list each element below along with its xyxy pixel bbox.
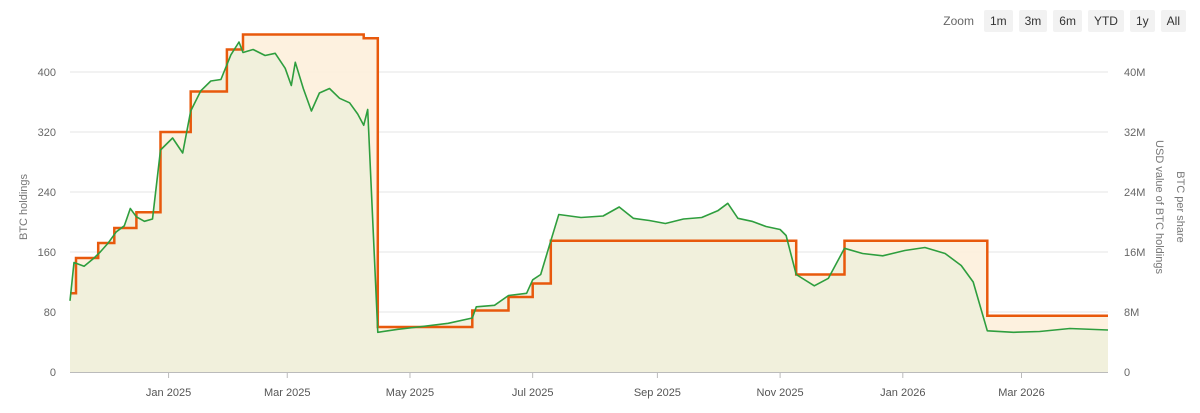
usd-value-line [69, 41, 1109, 334]
y-left-tick-label: 80 [44, 307, 56, 319]
x-tick-label: May 2025 [386, 387, 434, 399]
x-tick-label: Sep 2025 [634, 387, 681, 399]
x-tick-label: Mar 2025 [264, 387, 310, 399]
y-left-tick-label: 160 [38, 247, 56, 259]
zoom-6m-button[interactable]: 6m [1053, 10, 1082, 32]
x-tick-label: Nov 2025 [757, 387, 804, 399]
zoom-1m-button[interactable]: 1m [983, 10, 1013, 32]
y-right-tick-label: 40M [1124, 67, 1145, 79]
y-right-tick-label: 24M [1124, 187, 1145, 199]
zoom-1y-button[interactable]: 1y [1129, 10, 1155, 32]
zoom-bar: Zoom 1m 3m 6m YTD 1y All [943, 10, 1186, 32]
zoom-all-button[interactable]: All [1160, 10, 1186, 32]
x-tick-label: Jan 2025 [146, 387, 191, 399]
y-right-axis-title-2: BTC per share [1174, 171, 1186, 243]
zoom-3m-button[interactable]: 3m [1018, 10, 1048, 32]
y-left-axis-title: BTC holdings [18, 173, 30, 240]
zoom-ytd-button[interactable]: YTD [1087, 10, 1124, 32]
y-left-tick-label: 240 [38, 187, 56, 199]
y-left-tick-label: 0 [50, 367, 56, 379]
y-left-tick-label: 320 [38, 127, 56, 139]
y-right-tick-label: 16M [1124, 247, 1145, 259]
y-right-axis-title-1: USD value of BTC holdings [1153, 140, 1165, 274]
zoom-label: Zoom [943, 14, 974, 28]
x-tick-label: Mar 2026 [998, 387, 1044, 399]
usd-value-area [70, 42, 1108, 372]
y-left-tick-label: 400 [38, 67, 56, 79]
y-right-tick-label: 8M [1124, 307, 1139, 319]
y-right-tick-label: 32M [1124, 127, 1145, 139]
btc-holdings-line [70, 33, 1108, 329]
y-right-tick-label: 0 [1124, 367, 1130, 379]
x-tick-label: Jul 2025 [512, 387, 554, 399]
x-tick-label: Jan 2026 [880, 387, 925, 399]
